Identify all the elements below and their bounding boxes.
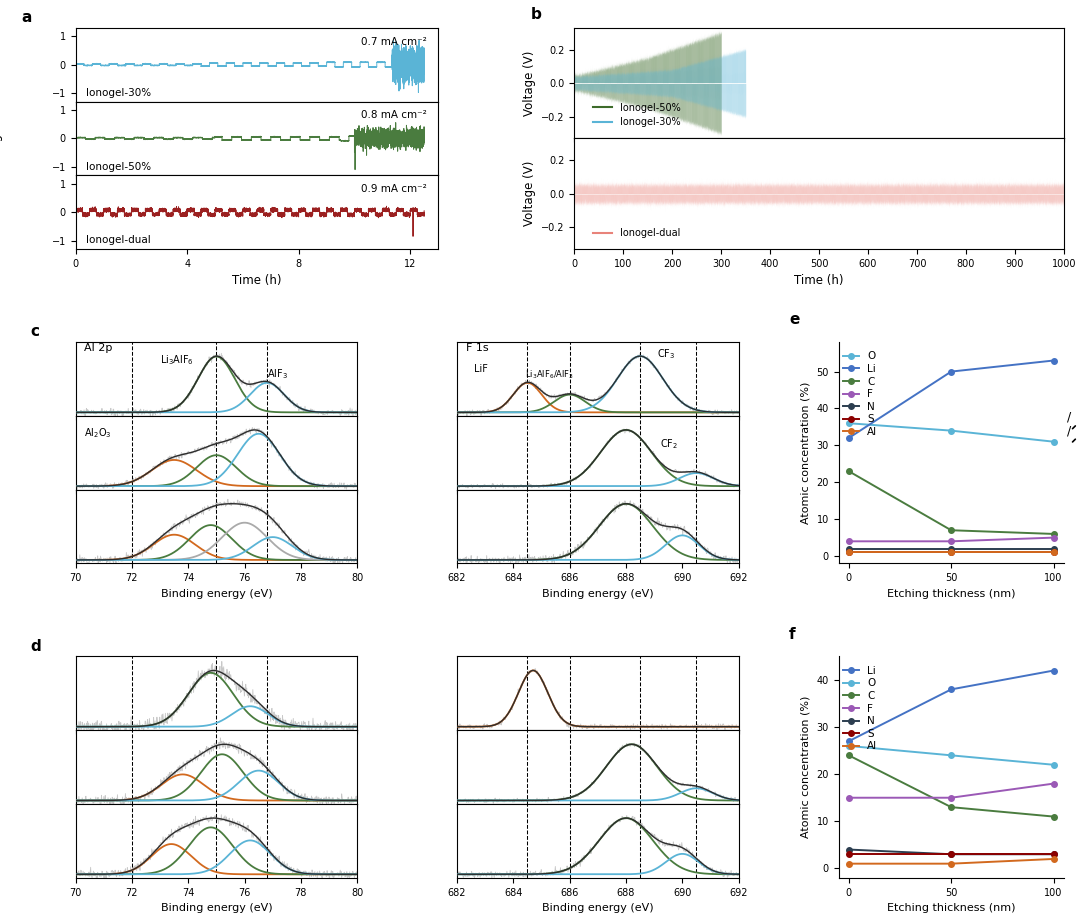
Line: C: C <box>846 752 1056 820</box>
F <box>1048 532 1061 543</box>
Text: LiF: LiF <box>474 363 488 373</box>
N <box>945 543 958 554</box>
X-axis label: Etching thickness (nm): Etching thickness (nm) <box>887 589 1015 599</box>
Text: 0.7 mA cm⁻²: 0.7 mA cm⁻² <box>362 37 428 46</box>
Text: Ionogel-50%: Ionogel-50% <box>86 162 151 172</box>
Text: CF$_2$: CF$_2$ <box>660 437 678 451</box>
S <box>842 849 855 860</box>
Text: 0.8 mA cm⁻²: 0.8 mA cm⁻² <box>362 110 428 120</box>
C <box>945 525 958 536</box>
Legend: Ionogel-50%, Ionogel-30%: Ionogel-50%, Ionogel-30% <box>589 99 685 131</box>
S <box>1048 547 1061 558</box>
Line: F: F <box>846 781 1056 800</box>
Line: N: N <box>846 846 1056 857</box>
F <box>945 792 958 803</box>
S <box>945 849 958 860</box>
F <box>842 792 855 803</box>
Li <box>1048 665 1061 676</box>
Line: S: S <box>846 550 1056 555</box>
Text: Ionogel-30%: Ionogel-30% <box>86 88 151 98</box>
X-axis label: Etching thickness (nm): Etching thickness (nm) <box>887 903 1015 913</box>
Al <box>945 858 958 869</box>
N <box>842 543 855 554</box>
O <box>945 749 958 760</box>
Al <box>945 547 958 558</box>
C <box>842 749 855 760</box>
Text: F 1s: F 1s <box>465 343 488 353</box>
Line: Al: Al <box>846 857 1056 867</box>
N <box>842 844 855 855</box>
X-axis label: Time (h): Time (h) <box>795 274 843 287</box>
Line: C: C <box>846 468 1056 537</box>
X-axis label: Binding energy (eV): Binding energy (eV) <box>161 589 272 599</box>
Y-axis label: Atomic concentration (%): Atomic concentration (%) <box>801 382 811 524</box>
Li <box>842 736 855 747</box>
N <box>945 849 958 860</box>
Text: 0.9 mA cm⁻²: 0.9 mA cm⁻² <box>362 184 428 194</box>
Al <box>842 547 855 558</box>
Legend: O, Li, C, F, N, S, Al: O, Li, C, F, N, S, Al <box>839 347 881 442</box>
Line: O: O <box>846 743 1056 768</box>
Text: CF$_3$: CF$_3$ <box>657 346 675 360</box>
Li <box>945 366 958 377</box>
Text: Al 2p: Al 2p <box>84 343 112 353</box>
Text: e: e <box>789 312 799 327</box>
O <box>1048 760 1061 771</box>
O <box>842 740 855 751</box>
Li <box>842 432 855 444</box>
S <box>842 547 855 558</box>
Al <box>1048 547 1061 558</box>
Text: /: / <box>1067 410 1071 423</box>
X-axis label: Binding energy (eV): Binding energy (eV) <box>542 903 653 913</box>
C <box>1048 811 1061 822</box>
N <box>1048 543 1061 554</box>
Line: O: O <box>846 420 1056 444</box>
C <box>1048 529 1061 540</box>
X-axis label: Binding energy (eV): Binding energy (eV) <box>161 903 272 913</box>
Text: b: b <box>530 6 541 22</box>
Text: a: a <box>22 10 31 25</box>
C <box>842 466 855 477</box>
Al <box>842 858 855 869</box>
Y-axis label: Voltage (V): Voltage (V) <box>523 161 536 226</box>
Legend: Li, O, C, F, N, S, Al: Li, O, C, F, N, S, Al <box>839 662 881 756</box>
O <box>1048 436 1061 447</box>
F <box>1048 778 1061 789</box>
Text: f: f <box>789 626 796 641</box>
Line: Li: Li <box>846 668 1056 744</box>
Y-axis label: Voltage (V): Voltage (V) <box>523 51 536 116</box>
S <box>1048 849 1061 860</box>
O <box>842 418 855 429</box>
X-axis label: Time (h): Time (h) <box>232 274 282 287</box>
Text: /: / <box>1067 425 1071 438</box>
Text: Al$_2$O$_3$: Al$_2$O$_3$ <box>84 427 111 441</box>
Y-axis label: Atomic concentration (%): Atomic concentration (%) <box>801 696 811 838</box>
X-axis label: Binding energy (eV): Binding energy (eV) <box>542 589 653 599</box>
Text: d: d <box>30 638 41 653</box>
Text: AlF$_3$: AlF$_3$ <box>267 368 288 382</box>
Line: Al: Al <box>846 550 1056 555</box>
Y-axis label: Voltage (V): Voltage (V) <box>0 105 3 171</box>
Legend: Ionogel-dual: Ionogel-dual <box>589 225 685 242</box>
N <box>1048 849 1061 860</box>
Text: Ionogel-dual: Ionogel-dual <box>86 236 151 246</box>
Line: F: F <box>846 535 1056 544</box>
Line: S: S <box>846 852 1056 857</box>
Li <box>1048 355 1061 366</box>
O <box>945 425 958 436</box>
Text: Li$_3$AlF$_6$: Li$_3$AlF$_6$ <box>160 353 194 367</box>
Text: c: c <box>30 324 40 339</box>
C <box>945 802 958 813</box>
Line: N: N <box>846 546 1056 552</box>
S <box>945 547 958 558</box>
F <box>842 536 855 547</box>
Line: Li: Li <box>846 358 1056 441</box>
Text: Li$_3$AlF$_6$/AlF$_3$: Li$_3$AlF$_6$/AlF$_3$ <box>525 369 573 381</box>
Li <box>945 684 958 695</box>
Al <box>1048 854 1061 865</box>
F <box>945 536 958 547</box>
